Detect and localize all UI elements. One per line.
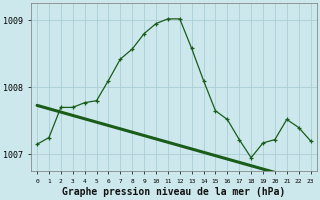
- X-axis label: Graphe pression niveau de la mer (hPa): Graphe pression niveau de la mer (hPa): [62, 186, 285, 197]
